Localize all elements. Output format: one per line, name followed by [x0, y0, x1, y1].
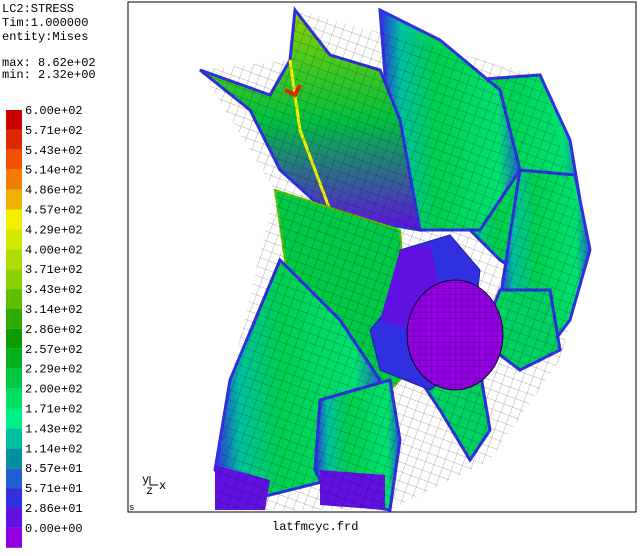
legend-label: 3.71e+02 — [25, 263, 83, 277]
legend-swatch — [6, 269, 22, 290]
triad-y: y — [142, 473, 149, 487]
legend-label: 4.57e+02 — [25, 204, 83, 218]
legend-swatch — [6, 348, 22, 369]
triad-x: x — [159, 479, 166, 493]
legend-label: 4.86e+02 — [25, 184, 83, 198]
legend-swatch — [6, 448, 22, 469]
legend-swatch — [6, 189, 22, 210]
legend-label: 1.43e+02 — [25, 422, 83, 436]
legend-swatch — [6, 328, 22, 349]
legend-label: 2.29e+02 — [25, 363, 83, 377]
axis-triad: y z x — [142, 473, 166, 498]
legend-swatch — [6, 169, 22, 190]
legend-label: 3.14e+02 — [25, 303, 83, 317]
legend-swatch — [6, 249, 22, 270]
legend-label: 2.57e+02 — [25, 343, 83, 357]
legend-swatch — [6, 149, 22, 170]
legend-label: 8.57e+01 — [25, 462, 83, 476]
header-line: entity:Mises — [2, 30, 88, 44]
legend-label: 4.29e+02 — [25, 223, 83, 237]
legend-swatch — [6, 110, 22, 130]
header-line: LC2:STRESS — [2, 2, 74, 16]
legend-swatch — [6, 289, 22, 309]
legend-label: 5.14e+02 — [25, 164, 83, 178]
legend-swatch — [6, 129, 22, 150]
legend-swatch — [6, 388, 22, 409]
legend-swatch — [6, 368, 22, 389]
triad-z: z — [146, 484, 153, 498]
legend-swatch — [6, 488, 22, 508]
filename: latfmcyc.frd — [272, 520, 358, 534]
legend-swatch — [6, 508, 22, 528]
legend: 6.00e+02 5.71e+02 5.43e+02 5.14e+02 4.86e+02… — [6, 104, 83, 548]
legend-label: 0.00e+00 — [25, 522, 83, 536]
model — [199, 6, 592, 512]
min-value: min: 2.32e+00 — [2, 68, 96, 82]
legend-label: 1.71e+02 — [25, 403, 83, 417]
header-line: Tim:1.000000 — [2, 16, 88, 30]
legend-label: 3.43e+02 — [25, 283, 83, 297]
legend-swatch — [6, 527, 22, 548]
legend-swatch — [6, 428, 22, 449]
legend-swatch — [6, 229, 22, 250]
legend-label: 2.00e+02 — [25, 383, 83, 397]
legend-label: 2.86e+02 — [25, 323, 83, 337]
legend-label: 1.14e+02 — [25, 442, 83, 456]
legend-label: 4.00e+02 — [25, 243, 83, 257]
legend-swatch — [6, 309, 22, 329]
legend-label: 6.00e+02 — [25, 104, 83, 118]
legend-label: 5.71e+01 — [25, 482, 83, 496]
max-value: max: 8.62e+02 — [2, 56, 96, 70]
legend-swatch — [6, 408, 22, 429]
legend-label: 5.71e+02 — [25, 124, 83, 138]
legend-label: 2.86e+01 — [25, 502, 83, 516]
status-indicator: s — [129, 503, 134, 513]
legend-swatch — [6, 468, 22, 489]
legend-swatch — [6, 209, 22, 230]
legend-label: 5.43e+02 — [25, 144, 83, 158]
